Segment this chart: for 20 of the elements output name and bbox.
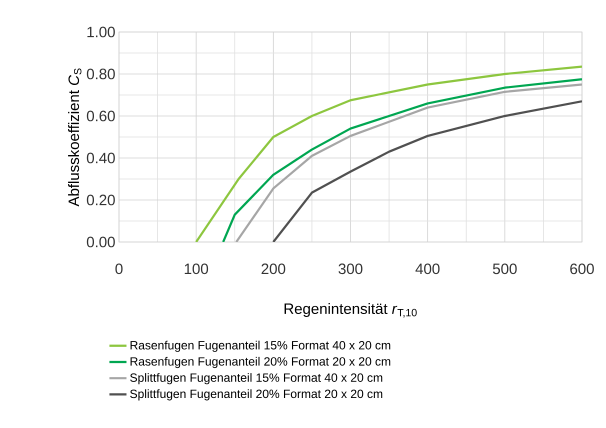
legend-label: Splittfugen Fugenanteil 20% Format 20 x 20 cm [130,389,382,400]
x-axis-title: Regenintensität r$_{T,10}$ [284,303,417,318]
y-tick-label: 0.00 [86,236,115,248]
x-tick-label: 500 [492,264,517,274]
y-tick-label: 0.40 [86,152,115,164]
x-tick-label: 100 [184,264,208,274]
x-tick-label: 300 [338,264,362,274]
x-tick-label: 400 [415,264,440,274]
x-tick-label: 200 [262,264,286,274]
legend-label: Rasenfugen Fugenanteil 15% Format 40 x 20 cm [130,340,390,352]
x-tick-label: 0 [115,264,123,274]
legend-label: Rasenfugen Fugenanteil 20% Format 20 x 20 cm [130,356,390,368]
y-tick-label: 0.20 [86,194,115,206]
y-tick-label: 1.00 [87,26,115,38]
y-tick-label: 0.80 [86,68,115,80]
legend-label: Splittfugen Fugenanteil 15% Format 40 x 20 cm [130,373,382,384]
y-axis-title: Abflusskoeffizient C$_{S}$ [68,68,82,206]
y-tick-label: 0.60 [86,110,115,122]
x-tick-label: 600 [570,264,594,274]
line-series [272,100,582,242]
